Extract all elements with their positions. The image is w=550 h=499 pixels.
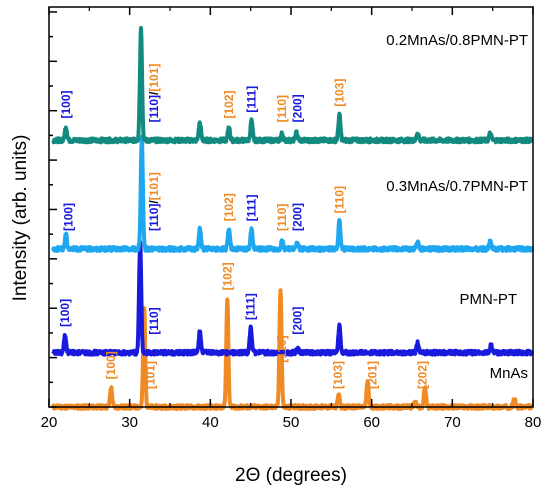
peak-label: [110]/[101] (147, 64, 161, 123)
series-line-0-3mnas-0-7pmn-pt (51, 134, 535, 253)
peak-label-separator: / (147, 200, 161, 204)
peak-label-part: [110] (147, 95, 161, 122)
peak-label: [100] (59, 90, 73, 118)
sample-label-0-3mnas-0-7pmn-pt: 0.3MnAs/0.7PMN-PT (386, 178, 528, 195)
x-tick-label: 50 (283, 414, 300, 431)
series-line-0-2mnas-0-8pmn-pt (51, 26, 534, 145)
axes-layer: 20 30 40 50 60 70 80 (41, 6, 542, 431)
series-line-pmn-pt (51, 240, 534, 357)
peak-label: [102] (220, 262, 234, 290)
x-tick-label: 60 (363, 414, 380, 431)
peak-label: [103] (332, 79, 346, 107)
peak-label: [100] (61, 203, 75, 231)
sample-label-mnas: MnAs (490, 365, 528, 382)
peak-label-part: [101] (147, 172, 161, 200)
peak-label: [110] (275, 335, 289, 362)
x-tick-label: 70 (444, 414, 461, 431)
peak-label: [102] (222, 90, 236, 118)
peak-label: [110]/[101] (147, 172, 161, 231)
peak-label: [111] (244, 293, 258, 320)
peak-label: [101] (144, 361, 158, 389)
peak-label: [202] (415, 361, 429, 389)
x-tick-label: 30 (121, 414, 138, 431)
peak-label: [200] (290, 203, 304, 231)
peak-label: [110] (275, 204, 289, 231)
peak-label: [200] (290, 307, 304, 335)
peak-label: [110] (332, 186, 346, 213)
x-axis-title: 2Θ (degrees) (235, 465, 347, 486)
peak-label: [111] (244, 86, 258, 113)
y-axis-title: Intensity (arb. units) (10, 135, 31, 302)
peak-label: [100] (58, 299, 72, 327)
peak-label: [102] (222, 193, 236, 221)
peak-label: [201] (365, 361, 379, 389)
peak-label: [110] (147, 307, 161, 334)
sample-label-0-2mnas-0-8pmn-pt: 0.2MnAs/0.8PMN-PT (386, 32, 528, 49)
peak-label-separator: / (147, 91, 161, 95)
x-tick-label: 20 (41, 414, 58, 431)
peak-labels-layer: MnAs [100] [101] [102] [110] [103] [201] [202] P… (58, 32, 528, 389)
peak-label: [103] (331, 361, 345, 389)
peak-label-part: [110] (147, 204, 161, 231)
peak-label-part: [101] (147, 64, 161, 92)
peak-label: [111] (244, 195, 258, 222)
peak-label: [110] (275, 95, 289, 122)
sample-label-pmn-pt: PMN-PT (460, 291, 518, 308)
x-tick-label: 40 (202, 414, 219, 431)
peak-label: [100] (104, 351, 118, 379)
peak-label: [200] (290, 94, 304, 122)
x-tick-label: 80 (525, 414, 542, 431)
